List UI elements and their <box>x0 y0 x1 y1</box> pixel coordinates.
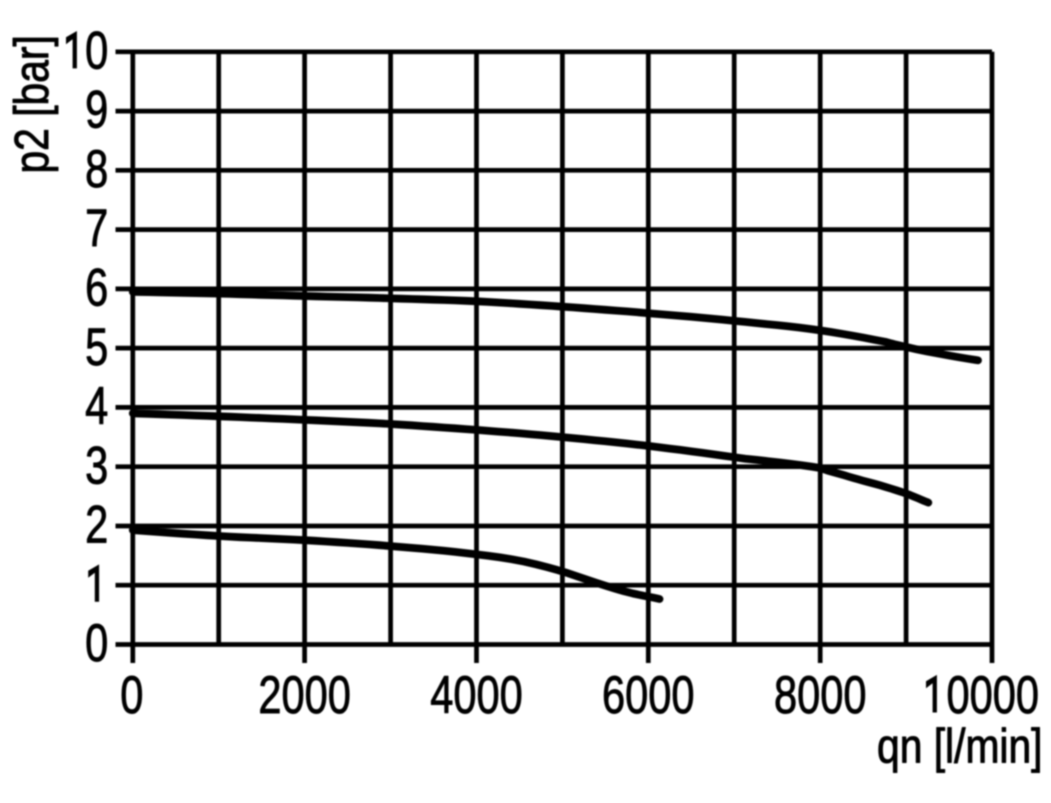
svg-text:8000: 8000 <box>774 666 867 725</box>
svg-text:0: 0 <box>120 666 143 725</box>
svg-text:4000: 4000 <box>430 666 523 725</box>
svg-text:0000: 0000 <box>946 666 1039 725</box>
svg-text:8: 8 <box>85 140 108 199</box>
svg-text:2: 2 <box>85 496 108 555</box>
svg-text:9: 9 <box>85 81 108 140</box>
svg-text:4: 4 <box>85 377 108 436</box>
svg-text:2000: 2000 <box>258 666 351 725</box>
svg-text:qn [l/min]: qn [l/min] <box>877 720 1042 773</box>
svg-text:3: 3 <box>85 437 108 496</box>
svg-text:p2 [bar]: p2 [bar] <box>6 35 59 173</box>
svg-text:6000: 6000 <box>602 666 695 725</box>
svg-text:0: 0 <box>85 614 108 673</box>
svg-text:5: 5 <box>85 318 108 377</box>
svg-text:7: 7 <box>85 199 108 258</box>
svg-text:6: 6 <box>85 259 108 318</box>
svg-text:0: 0 <box>85 22 108 81</box>
